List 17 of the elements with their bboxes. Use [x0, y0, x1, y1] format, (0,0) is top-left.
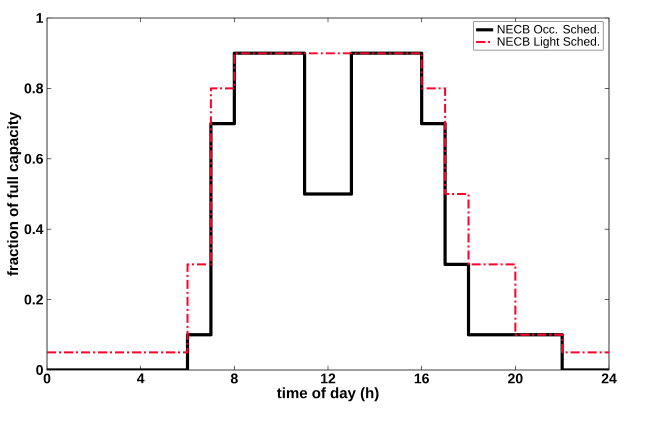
y-tick-label: 0	[36, 365, 43, 375]
y-tick-label: 0.6	[24, 154, 43, 164]
x-tick-label: 20	[508, 374, 523, 384]
legend-label: NECB Occ. Sched.	[498, 24, 599, 34]
x-tick-label: 8	[230, 374, 238, 384]
y-tick-label: 0.4	[24, 224, 44, 234]
y-tick-label: 0.2	[24, 294, 43, 305]
y-axis-title: fraction of full capacity	[7, 112, 22, 276]
y-tick-label: 0.8	[24, 83, 44, 94]
x-tick-label: 24	[602, 374, 617, 384]
x-tick-label: 16	[414, 374, 429, 384]
x-tick-label: 0	[44, 374, 50, 384]
x-axis-title: time of day (h)	[276, 387, 378, 402]
y-tick-label: 1	[36, 13, 44, 23]
x-tick-label: 4	[137, 374, 144, 384]
x-tick-label: 12	[321, 374, 336, 384]
legend-label: NECB Light Sched.	[498, 36, 600, 48]
